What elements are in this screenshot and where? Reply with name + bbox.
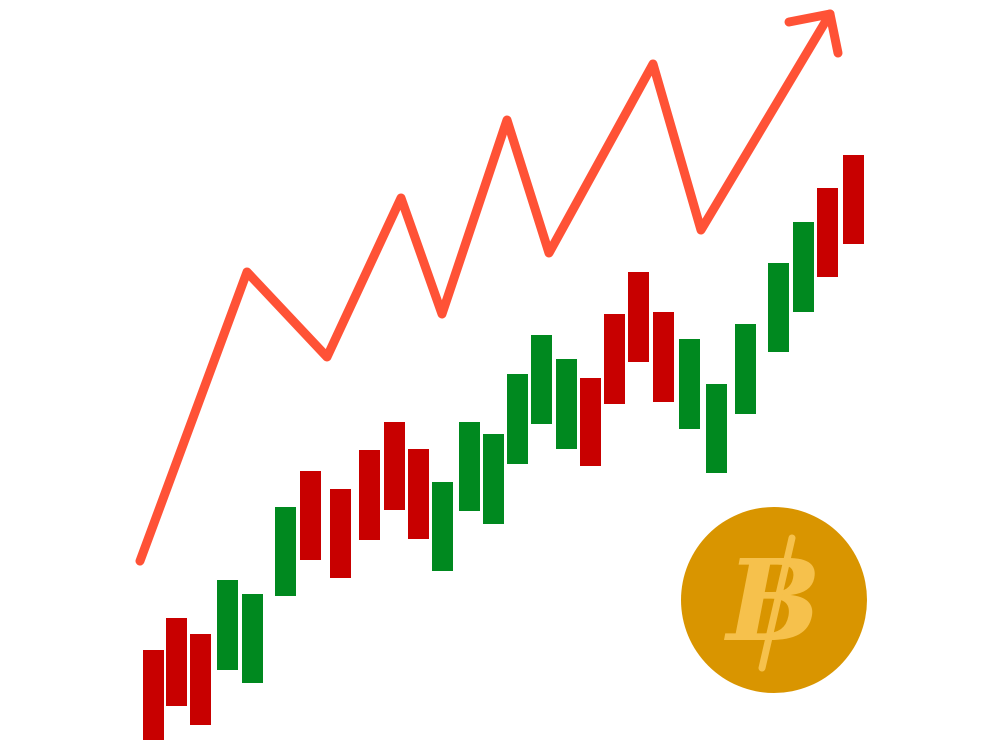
candlestick-series [143,155,864,740]
candle-down [300,471,321,560]
candle-down [190,634,211,725]
candle-down [143,650,164,740]
coin-disc [681,507,867,693]
candle-down [330,489,351,578]
candle-down [166,618,187,706]
candle-down [384,422,405,510]
candle-up [793,222,814,312]
candle-up [275,507,296,596]
trend-arrow [135,9,843,566]
candle-down [628,272,649,362]
arrow-head-icon [784,9,843,58]
coin-symbol: B [724,536,822,667]
candle-up [735,324,756,414]
candle-down [653,312,674,402]
candle-up [483,434,504,524]
candle-down [359,450,380,540]
coin-symbol-stroke [758,534,796,672]
candle-up [556,359,577,449]
candle-up [679,339,700,429]
candle-down [817,188,838,277]
candle-down [604,314,625,404]
bitcoin-coin-icon: B [681,507,867,693]
candle-up [768,263,789,352]
candle-up [217,580,238,670]
trend-line [135,9,835,566]
candle-up [507,374,528,464]
candle-up [432,482,453,571]
candle-down [408,449,429,539]
candle-up [531,335,552,424]
candle-down [843,155,864,244]
candle-up [706,384,727,473]
candle-up [242,594,263,683]
candle-down [580,378,601,466]
candle-up [459,422,480,511]
